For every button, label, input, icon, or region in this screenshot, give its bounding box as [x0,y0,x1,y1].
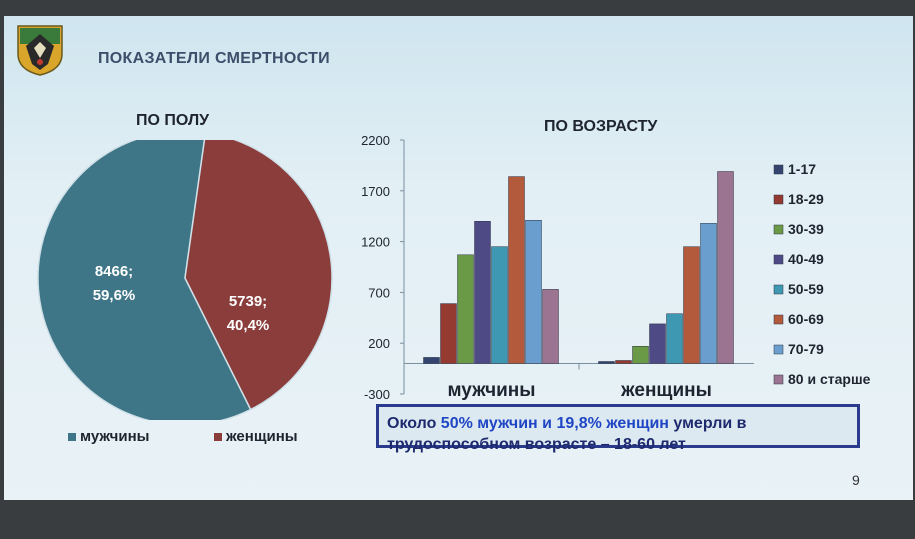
y-tick-label: 200 [368,336,390,351]
legend-swatch [773,194,784,205]
bar-chart-title: ПО ВОЗРАСТУ [544,118,658,135]
y-tick-label: 700 [368,285,390,300]
x-category-label: мужчины [447,380,535,401]
bar-18-29-1 [615,360,632,364]
legend-label: 1-17 [788,161,816,177]
bar-30-39-0 [457,254,474,364]
pie-data-label-percent: 40,4% [227,317,270,334]
coat-of-arms-logo [17,25,63,76]
slide-title: ПОКАЗАТЕЛИ СМЕРТНОСТИ [98,50,330,67]
legend-swatch [773,314,784,325]
y-tick-label: -300 [364,387,390,402]
y-tick-label: 2200 [361,133,390,148]
callout-box: Около 50% мужчин и 19,8% женщин умерли в… [376,404,860,453]
bar-30-39-1 [632,345,649,364]
legend-swatch [773,224,784,235]
pie-legend-label-female: женщины [226,428,298,445]
bar-50-59-1 [666,313,683,364]
legend-label: 30-39 [788,221,824,237]
legend-label: 70-79 [788,341,824,357]
bar-60-69-1 [683,246,700,364]
y-tick-label: 1700 [361,184,390,199]
pie-slice-female [184,140,333,411]
legend-swatch [773,164,784,175]
legend-swatch [773,374,784,385]
pie-chart-title: ПО ПОЛУ [136,112,210,129]
pie-data-label-value: 8466; [95,263,133,280]
pie-legend-label-male: мужчины [80,428,150,445]
legend-label: 80 и старше [788,371,871,387]
page-number: 9 [852,472,860,488]
legend-swatch [773,284,784,295]
bar-40-49-1 [649,323,666,364]
pie-data-label-value: 5739; [229,293,267,310]
bar-80-и-старше-1 [717,171,734,364]
bar-50-59-0 [491,246,508,364]
slide: ПОКАЗАТЕЛИ СМЕРТНОСТИ ПО ПОЛУ ПО ВОЗРАСТ… [4,16,913,500]
legend-swatch-female [214,432,222,441]
bar-18-29-0 [440,303,457,364]
bar-80-и-старше-0 [542,289,559,364]
bar-1-17-1 [598,361,615,364]
callout-text-start: Около [387,415,441,432]
bar-70-79-1 [700,223,717,364]
legend-label: 60-69 [788,311,824,327]
bar-1-17-0 [423,357,440,364]
legend-label: 40-49 [788,251,824,267]
pie-data-label-percent: 59,6% [93,287,136,304]
bar-60-69-0 [508,176,525,364]
legend-swatch [773,254,784,265]
legend-swatch [773,344,784,355]
callout-text-end: умерли в трудоспособном возрасте – 18-60… [387,415,747,453]
pie-slice-male [37,140,252,420]
x-category-label: женщины [620,380,712,401]
legend-swatch-male [68,432,76,441]
legend-label: 18-29 [788,191,824,207]
bar-40-49-0 [474,221,491,364]
pie-legend-item-male: мужчины [68,428,150,445]
bar-70-79-0 [525,220,542,364]
callout-highlight: 50% мужчин и 19,8% женщин [440,415,669,432]
pie-chart: 8466; 59,6% 5739; 40,4% [37,140,333,420]
bar-chart: -300 200 700 1200 1700 2200 мужчины женщины 1-17… [361,133,871,402]
y-tick-label: 1200 [361,235,390,250]
pie-legend-item-female: женщины [214,428,298,445]
legend-label: 50-59 [788,281,824,297]
